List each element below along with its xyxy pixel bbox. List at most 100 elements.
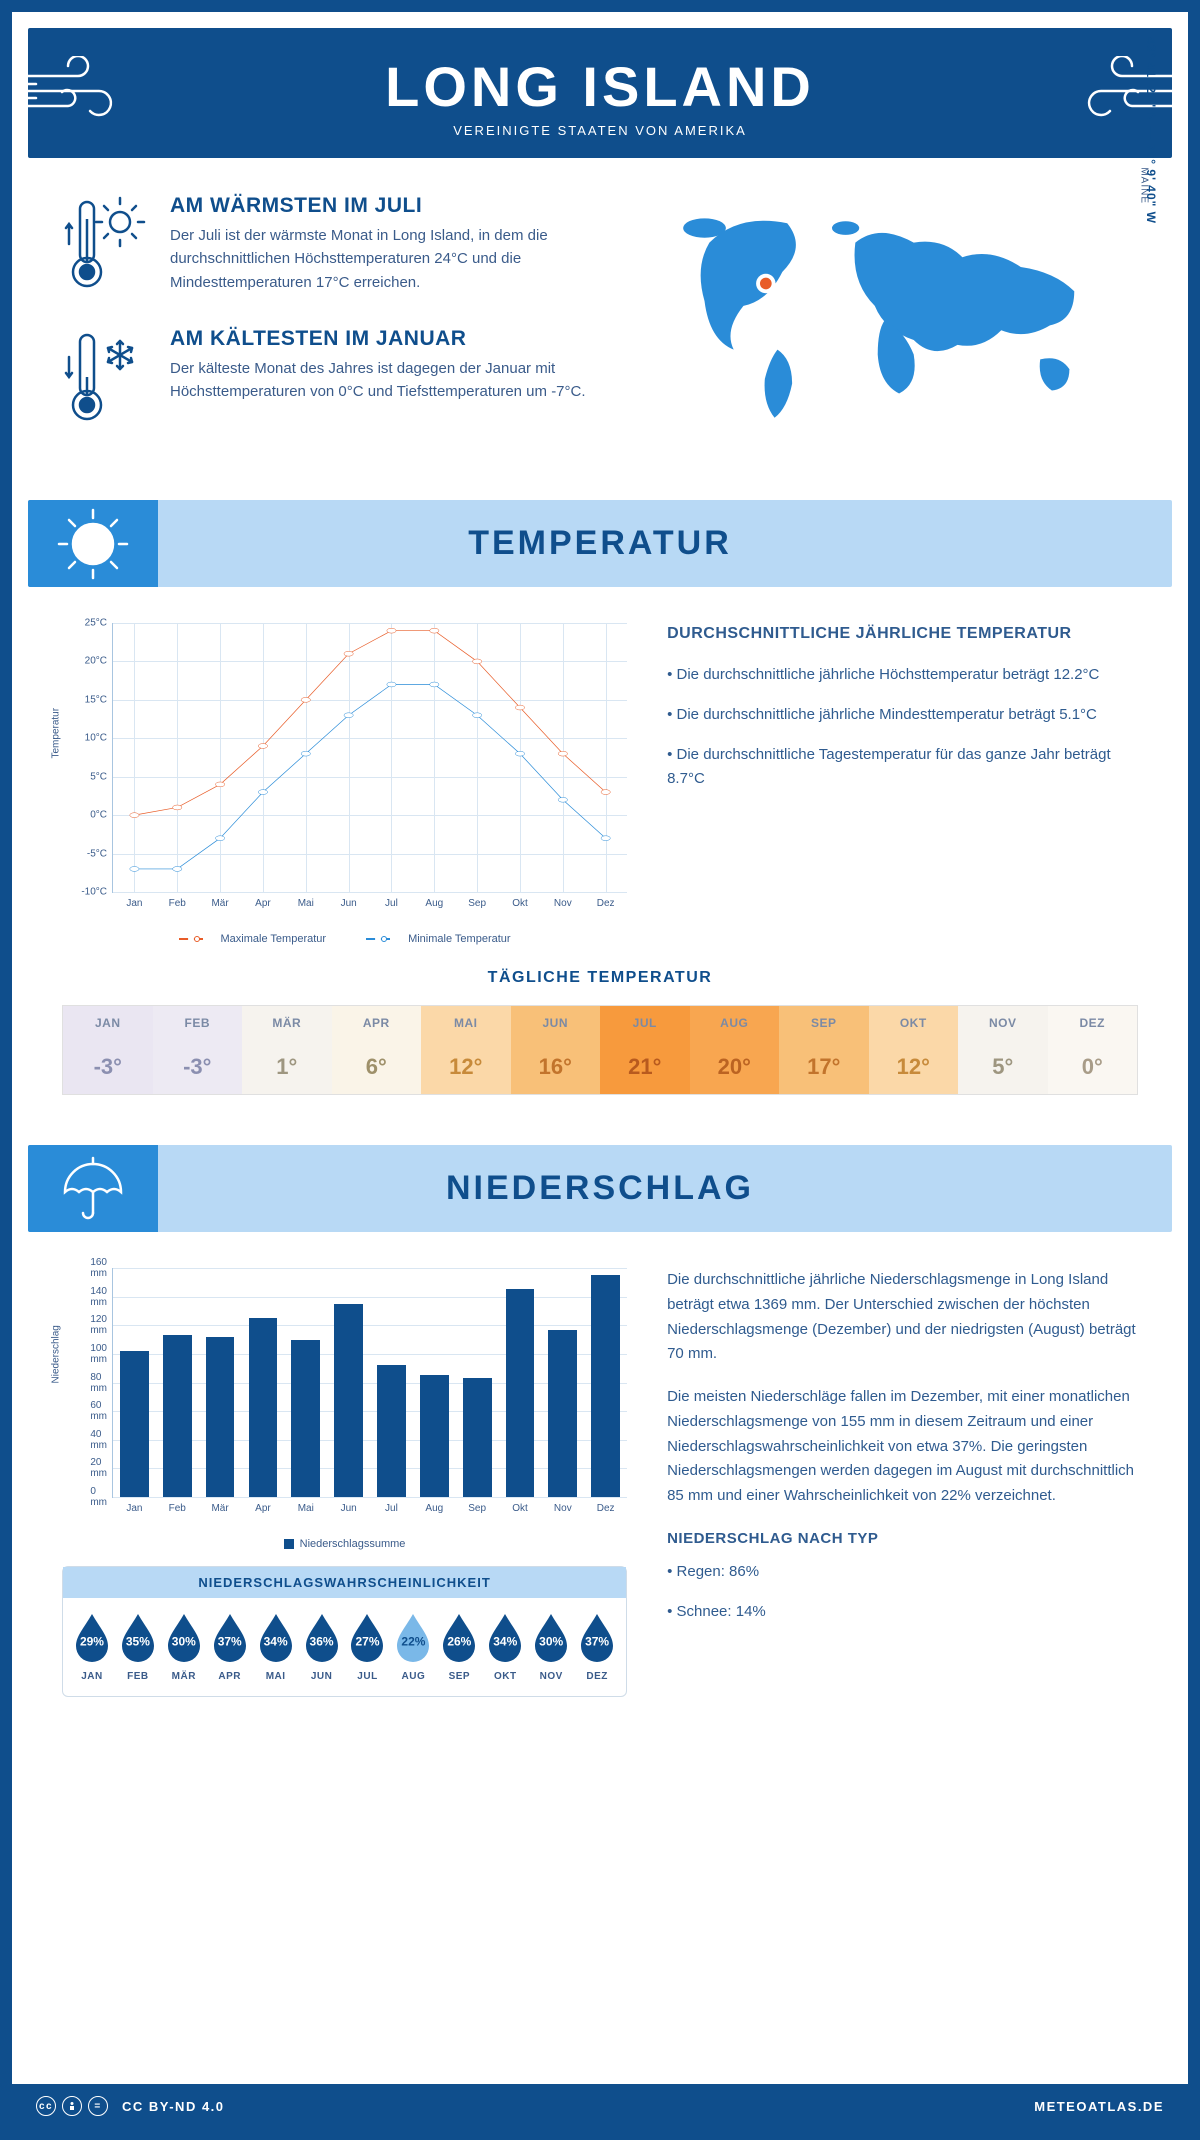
precip-bar — [377, 1365, 406, 1497]
precip-bar — [291, 1340, 320, 1497]
drop-pct-label: 34% — [493, 1634, 517, 1648]
temp-bullet: • Die durchschnittliche jährliche Höchst… — [667, 663, 1138, 687]
nd-icon: = — [88, 2096, 108, 2116]
precip-chart-ylabel: Niederschlag — [51, 1325, 62, 1383]
temp-content: Temperatur -10°C-5°C0°C5°C10°C15°C20°C25… — [12, 587, 1188, 959]
drop-cell: 34%OKT — [482, 1612, 528, 1682]
drop-cell: 30%NOV — [528, 1612, 574, 1682]
xtick-label: Apr — [255, 1497, 271, 1514]
xtick-label: Jun — [341, 892, 357, 909]
temp-text-heading: DURCHSCHNITTLICHE JÄHRLICHE TEMPERATUR — [667, 623, 1138, 645]
ytick-label: 5°C — [90, 771, 113, 782]
xtick-label: Dez — [597, 892, 615, 909]
drop-pct-label: 36% — [310, 1634, 334, 1648]
drop-month-label: MÄR — [172, 1671, 196, 1682]
xtick-label: Dez — [597, 1497, 615, 1514]
precip-paragraph-1: Die durchschnittliche jährliche Niedersc… — [667, 1268, 1138, 1367]
drop-pct-label: 29% — [80, 1634, 104, 1648]
precip-probability-box: NIEDERSCHLAGSWAHRSCHEINLICHKEIT 29%JAN35… — [62, 1566, 627, 1697]
coordinates-label: 43° 41' 26" N — 70° 9' 40" W — [1144, 37, 1158, 224]
drop-cell: 22%AUG — [390, 1612, 436, 1682]
drop-pct-label: 35% — [126, 1634, 150, 1648]
precip-paragraph-2: Die meisten Niederschläge fallen im Deze… — [667, 1385, 1138, 1509]
drop-month-label: JUL — [357, 1671, 377, 1682]
xtick-label: Mai — [298, 1497, 314, 1514]
precip-text-panel: Die durchschnittliche jährliche Niedersc… — [667, 1268, 1138, 1697]
ytick-label: 120 mm — [90, 1314, 113, 1336]
cold-fact-title: AM KÄLTESTEN IM JANUAR — [170, 327, 621, 351]
drop-pct-label: 37% — [218, 1634, 242, 1648]
precip-type-bullet: • Schnee: 14% — [667, 1600, 1138, 1624]
daily-temp-cell: JUL21° — [600, 1006, 690, 1094]
temp-section-header: TEMPERATUR — [28, 500, 1172, 587]
precip-bar — [463, 1378, 492, 1497]
temp-section-title: TEMPERATUR — [28, 524, 1172, 563]
thermometer-sun-icon — [62, 194, 152, 299]
xtick-label: Nov — [554, 1497, 572, 1514]
license-text: CC BY-ND 4.0 — [122, 2099, 225, 2114]
warm-fact: AM WÄRMSTEN IM JULI Der Juli ist der wär… — [62, 194, 621, 299]
intro-section: AM WÄRMSTEN IM JULI Der Juli ist der wär… — [12, 158, 1188, 480]
xtick-label: Mär — [211, 1497, 228, 1514]
xtick-label: Jun — [341, 1497, 357, 1514]
ytick-label: 60 mm — [90, 1400, 113, 1422]
ytick-label: 0°C — [90, 810, 113, 821]
drop-month-label: APR — [218, 1671, 241, 1682]
precip-type-heading: NIEDERSCHLAG NACH TYP — [667, 1527, 1138, 1552]
ytick-label: 100 mm — [90, 1343, 113, 1365]
daily-temp-section: TÄGLICHE TEMPERATUR JAN-3°FEB-3°MÄR1°APR… — [12, 959, 1188, 1125]
world-map-icon — [651, 194, 1138, 437]
xtick-label: Feb — [169, 892, 186, 909]
xtick-label: Jul — [385, 1497, 398, 1514]
drop-month-label: AUG — [402, 1671, 426, 1682]
legend-item: Maximale Temperatur — [179, 933, 327, 945]
drop-month-label: SEP — [449, 1671, 471, 1682]
drop-cell: 36% JUN — [299, 1612, 345, 1682]
umbrella-icon — [28, 1145, 158, 1232]
by-icon — [62, 2096, 82, 2116]
daily-temp-cell: NOV5° — [958, 1006, 1048, 1094]
ytick-label: 15°C — [85, 694, 113, 705]
ytick-label: -10°C — [81, 887, 113, 898]
ytick-label: 160 mm — [90, 1257, 113, 1279]
drop-cell: 34%MAI — [253, 1612, 299, 1682]
ytick-label: 40 mm — [90, 1429, 113, 1451]
precip-type-bullet: • Regen: 86% — [667, 1560, 1138, 1584]
ytick-label: 25°C — [85, 618, 113, 629]
cc-icon: cc — [36, 2096, 56, 2116]
warm-fact-text: Der Juli ist der wärmste Monat in Long I… — [170, 224, 621, 294]
drop-pct-label: 30% — [172, 1634, 196, 1648]
precip-content: Niederschlag 0 mm20 mm40 mm60 mm80 mm100… — [12, 1232, 1188, 1707]
xtick-label: Aug — [425, 1497, 443, 1514]
drop-month-label: MAI — [266, 1671, 286, 1682]
daily-temp-cell: JUN16° — [511, 1006, 601, 1094]
wind-icon — [1062, 56, 1182, 126]
precip-section-title: NIEDERSCHLAG — [28, 1169, 1172, 1208]
temp-bullet: • Die durchschnittliche Tagestemperatur … — [667, 743, 1138, 791]
drop-pct-label: 26% — [447, 1634, 471, 1648]
xtick-label: Jul — [385, 892, 398, 909]
temp-legend: Maximale TemperaturMinimale Temperatur — [62, 933, 627, 945]
drop-cell: 35%FEB — [115, 1612, 161, 1682]
precip-legend: Niederschlagssumme — [62, 1538, 627, 1550]
page-subtitle: VEREINIGTE STAATEN VON AMERIKA — [28, 123, 1172, 138]
daily-temp-cell: OKT12° — [869, 1006, 959, 1094]
header-banner: LONG ISLAND VEREINIGTE STAATEN VON AMERI… — [28, 28, 1172, 158]
site-name: METEOATLAS.DE — [1034, 2099, 1164, 2114]
ytick-label: 80 mm — [90, 1372, 113, 1394]
precip-legend-label: Niederschlagssumme — [300, 1538, 406, 1550]
ytick-label: 20°C — [85, 656, 113, 667]
daily-temp-cell: AUG20° — [690, 1006, 780, 1094]
sun-icon — [28, 500, 158, 587]
drop-month-label: JUN — [311, 1671, 333, 1682]
drop-cell: 27%JUL — [345, 1612, 391, 1682]
precip-section-header: NIEDERSCHLAG — [28, 1145, 1172, 1232]
temp-chart-ylabel: Temperatur — [51, 708, 62, 759]
temp-bullet: • Die durchschnittliche jährliche Mindes… — [667, 703, 1138, 727]
xtick-label: Mai — [298, 892, 314, 909]
xtick-label: Feb — [169, 1497, 186, 1514]
precip-bar — [506, 1289, 535, 1497]
daily-temp-title: TÄGLICHE TEMPERATUR — [62, 969, 1138, 987]
map-column: MAINE 43° 41' 26" N — 70° 9' 40" W — [651, 194, 1138, 460]
xtick-label: Nov — [554, 892, 572, 909]
